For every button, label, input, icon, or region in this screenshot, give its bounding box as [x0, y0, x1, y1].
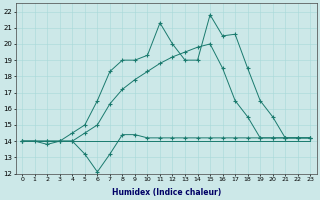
X-axis label: Humidex (Indice chaleur): Humidex (Indice chaleur): [112, 188, 221, 197]
